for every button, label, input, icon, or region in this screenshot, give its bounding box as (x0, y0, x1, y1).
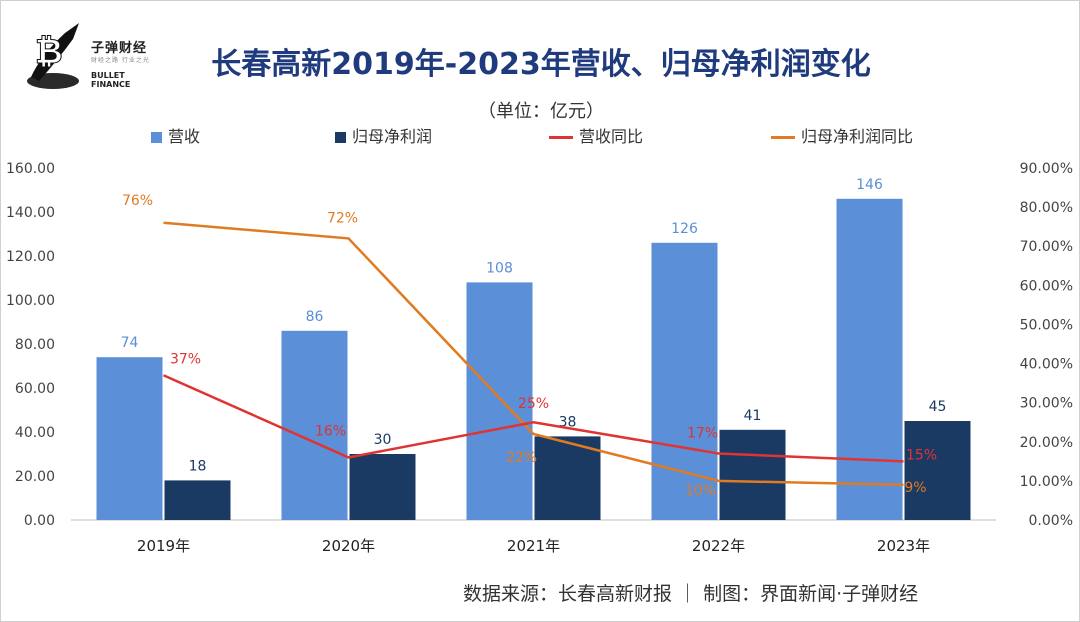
brand-name-cn: 子弹财经 (91, 41, 148, 56)
bar-revenue (281, 330, 348, 520)
chart-subtitle: （单位：亿元） (478, 101, 604, 122)
bar-profit-label: 45 (929, 399, 947, 415)
bar-revenue-label: 146 (856, 177, 883, 193)
legend-item-revenue-yoy: 营收同比 (549, 123, 643, 147)
bar-revenue-label: 108 (486, 260, 513, 276)
legend-label-profit-yoy: 归母净利润同比 (801, 127, 914, 146)
bar-revenue (466, 282, 533, 520)
y-right-tick-label: 40.00% (1020, 357, 1073, 373)
legend-item-profit-yoy: 归母净利润同比 (771, 123, 913, 147)
y-left-tick-label: 100.00 (6, 293, 55, 309)
x-category-label: 2021年 (507, 537, 560, 555)
bar-revenue (836, 198, 903, 521)
y-left-tick-label: 120.00 (6, 249, 55, 265)
data-source-note: 数据来源：长春高新财报 ｜ 制图：界面新闻·子弹财经 (463, 583, 919, 605)
legend-label-profit: 归母净利润 (352, 127, 433, 146)
revenue-yoy-point-label: 17% (687, 426, 718, 442)
x-category-label: 2022年 (692, 537, 745, 555)
bar-profit (904, 421, 971, 520)
x-category-label: 2020年 (322, 537, 375, 555)
y-left-tick-label: 140.00 (6, 205, 55, 221)
legend-swatch-revenue-yoy (549, 136, 573, 139)
y-right-tick-label: 60.00% (1020, 278, 1073, 294)
y-right-tick-label: 80.00% (1020, 200, 1073, 216)
profit-yoy-point-label: 76% (122, 193, 153, 209)
y-right-tick-label: 10.00% (1020, 474, 1073, 490)
profit-yoy-point-label: 10% (685, 483, 716, 499)
revenue-yoy-point-label: 37% (170, 351, 201, 367)
bitcoin-bullet-icon: ₿ (27, 23, 79, 89)
combo-chart: 0.00 20.00 40.00 60.00 80.00 100.00 120.00 140.… (6, 161, 1073, 555)
y-left-tick-label: 20.00 (15, 469, 55, 485)
chart-title: 长春高新2019年-2023年营收、归母净利润变化 (211, 47, 871, 82)
bar-profit-label: 41 (744, 408, 762, 424)
y-left-tick-label: 60.00 (15, 381, 55, 397)
legend-label-revenue: 营收 (168, 127, 201, 146)
svg-text:₿: ₿ (35, 32, 63, 72)
profit-yoy-point-label: 72% (327, 210, 358, 226)
legend-swatch-profit-yoy (771, 136, 795, 139)
bar-revenue (651, 242, 718, 521)
legend: 营收 归母净利润 营收同比 归母净利润同比 (1, 121, 1080, 147)
y-left-tick-label: 40.00 (15, 425, 55, 441)
y-right-tick-label: 20.00% (1020, 435, 1073, 451)
profit-yoy-point-label: 9% (904, 480, 926, 496)
brand-tagline: 财经之路 行业之光 (91, 57, 150, 64)
y-left-tick-label: 0.00 (24, 513, 55, 529)
profit-yoy-line (163, 221, 904, 487)
revenue-yoy-point-label: 25% (518, 396, 549, 412)
bar-profit (164, 480, 231, 520)
legend-item-profit: 归母净利润 (335, 123, 432, 147)
profit-yoy-point-label: 22% (506, 450, 537, 466)
bar-revenue (96, 357, 163, 520)
legend-swatch-profit (335, 132, 346, 143)
y-left-tick-label: 80.00 (15, 337, 55, 353)
bar-profit-label: 30 (374, 432, 392, 448)
y-right-tick-label: 30.00% (1020, 396, 1073, 412)
revenue-yoy-point-label: 15% (906, 447, 937, 463)
y-right-tick-label: 70.00% (1020, 239, 1073, 255)
y-left-tick-label: 160.00 (6, 161, 55, 177)
brand-logo: ₿ 子弹财经 财经之路 行业之光 BULLET FINANCE (21, 15, 161, 95)
x-category-label: 2019年 (137, 537, 190, 555)
y-right-tick-label: 0.00% (1029, 513, 1073, 529)
x-category-label: 2023年 (877, 537, 930, 555)
legend-label-revenue-yoy: 营收同比 (579, 127, 644, 146)
revenue-yoy-line (162, 374, 904, 463)
bar-revenue-label: 126 (671, 221, 698, 237)
bar-revenue-label: 86 (306, 309, 324, 325)
bar-profit-label: 18 (189, 458, 207, 474)
y-right-tick-label: 90.00% (1020, 161, 1073, 177)
brand-name-en: BULLET FINANCE (91, 71, 131, 89)
bar-profit (349, 454, 416, 520)
y-right-tick-label: 50.00% (1020, 317, 1073, 333)
revenue-yoy-point-label: 16% (315, 423, 346, 439)
bar-profit (719, 429, 786, 520)
legend-swatch-revenue (151, 132, 162, 143)
bar-revenue-label: 74 (121, 335, 139, 351)
bar-profit (534, 436, 601, 520)
legend-item-revenue: 营收 (151, 123, 200, 147)
